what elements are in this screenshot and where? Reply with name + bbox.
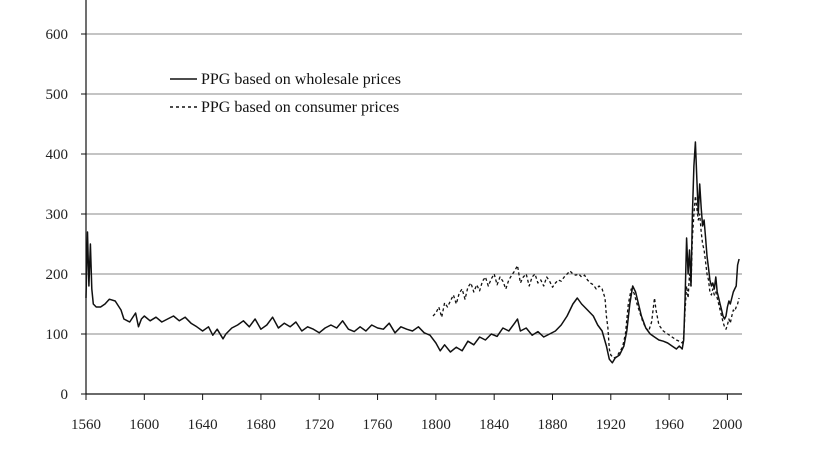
- x-tick-label: 1840: [479, 417, 509, 433]
- x-tick-label: 1760: [363, 417, 393, 433]
- x-tick-label: 1880: [537, 417, 567, 433]
- axes: 0 100 200 300 400 500 600 1560 1600 1640 1680 1720 1…: [46, 0, 742, 433]
- y-tick-label: 300: [46, 207, 69, 223]
- y-tick-label: 200: [46, 267, 69, 283]
- gridlines: [86, 33, 742, 335]
- series-line-wholesale: [85, 141, 740, 364]
- x-tick-label: 1600: [129, 417, 159, 433]
- x-tick-label: 1560: [71, 417, 101, 433]
- series-lines: [85, 141, 740, 364]
- x-tick-label: 1800: [421, 417, 451, 433]
- y-tick-label: 500: [46, 87, 69, 103]
- y-tick-label: 0: [61, 387, 69, 403]
- x-tick-label: 1720: [304, 417, 334, 433]
- x-tick-label: 1680: [246, 417, 276, 433]
- y-tick-label: 400: [46, 147, 69, 163]
- x-tick-label: 2000: [712, 417, 742, 433]
- y-tick-label: 100: [46, 327, 69, 343]
- x-tick-label: 1640: [188, 417, 218, 433]
- y-tick-label: 600: [46, 27, 69, 43]
- x-tick-label: 1960: [654, 417, 684, 433]
- x-tick-label: 1920: [596, 417, 626, 433]
- legend-label-consumer: PPG based on consumer prices: [201, 99, 399, 116]
- legend-label-wholesale: PPG based on wholesale prices: [201, 71, 401, 88]
- legend: PPG based on wholesale prices PPG based …: [170, 71, 401, 116]
